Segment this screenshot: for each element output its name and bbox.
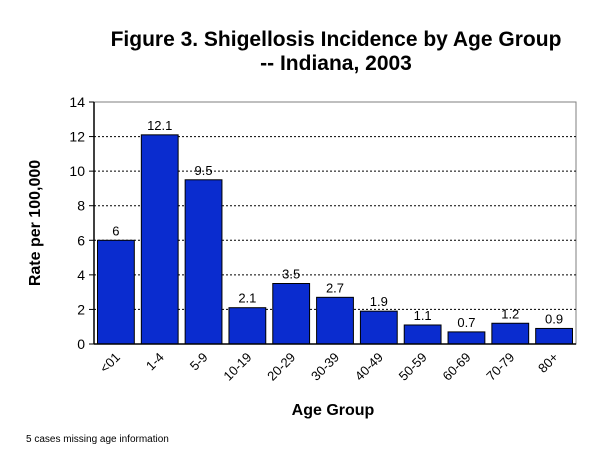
y-tick-label: 0 — [77, 336, 85, 352]
x-tick-label: 70-79 — [483, 350, 517, 384]
bar-60-69 — [447, 331, 486, 345]
x-tick-label: 60-69 — [439, 350, 473, 384]
x-tick-label: 30-39 — [308, 350, 342, 384]
bar-70-79 — [491, 322, 530, 345]
x-tick-label: 10-19 — [220, 350, 254, 384]
chart-title-line-2: -- Indiana, 2003 — [260, 52, 412, 75]
y-axis-label: Rate per 100,000 — [27, 160, 44, 286]
footnote: 5 cases missing age information — [26, 434, 169, 445]
x-tick-label: <01 — [97, 350, 123, 376]
y-tick-label: 2 — [77, 301, 85, 317]
x-tick-label: 1-4 — [143, 350, 167, 374]
data-label: 12.1 — [147, 118, 172, 133]
bar-5-9 — [184, 179, 223, 345]
data-label: 0.7 — [457, 315, 475, 330]
bar-50-59 — [403, 324, 442, 345]
data-label: 1.2 — [501, 306, 519, 321]
y-tick-label: 4 — [77, 267, 85, 283]
y-tick-label: 6 — [77, 232, 85, 248]
bar-20-29 — [272, 283, 311, 345]
bar-30-39 — [316, 296, 354, 345]
data-label: 2.1 — [238, 291, 256, 306]
y-tick-label: 10 — [69, 163, 85, 179]
chart-title-line-1: Figure 3. Shigellosis Incidence by Age G… — [110, 28, 562, 51]
data-label: 2.7 — [326, 280, 344, 295]
x-axis-label: Age Group — [292, 402, 375, 419]
x-tick-label: 5-9 — [187, 350, 211, 374]
data-label: 9.5 — [195, 163, 213, 178]
y-tick-label: 12 — [69, 129, 85, 145]
bar-10-19 — [228, 307, 267, 345]
x-tick-label: 40-49 — [352, 350, 386, 384]
bar-1-4 — [140, 134, 179, 345]
x-tick-label: 20-29 — [264, 350, 298, 384]
x-tick-label: 80+ — [535, 350, 561, 376]
data-label: 0.9 — [545, 311, 563, 326]
data-label: 1.1 — [414, 308, 432, 323]
y-tick-label: 14 — [69, 94, 85, 110]
y-tick-label: 8 — [77, 198, 85, 214]
x-tick-label: 50-59 — [396, 350, 430, 384]
data-label: 6 — [112, 223, 119, 238]
bar-40-49 — [359, 310, 398, 345]
bar-80+ — [535, 327, 573, 345]
data-label: 3.5 — [282, 267, 300, 282]
data-label: 1.9 — [370, 294, 388, 309]
bar-<01 — [97, 239, 135, 345]
